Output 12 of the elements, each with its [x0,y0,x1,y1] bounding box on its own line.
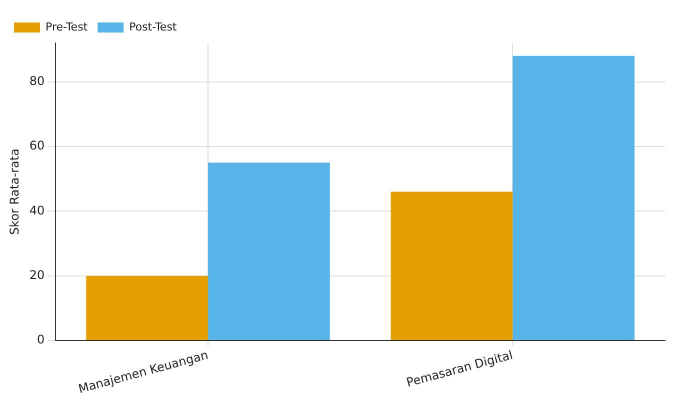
y-tick-label: 80 [29,74,45,88]
bar [390,192,513,340]
y-tick-label: 40 [29,203,45,218]
legend-label: Pre-Test [46,20,88,34]
bar [86,276,208,340]
bar [512,56,635,340]
bar [208,162,330,340]
y-tick-label: 20 [29,268,45,282]
y-tick-label: 0 [37,332,45,347]
y-tick-label: 60 [29,138,45,153]
y-axis-title: Skor Rata-rata [7,148,22,235]
legend-label: Post-Test [129,20,178,34]
